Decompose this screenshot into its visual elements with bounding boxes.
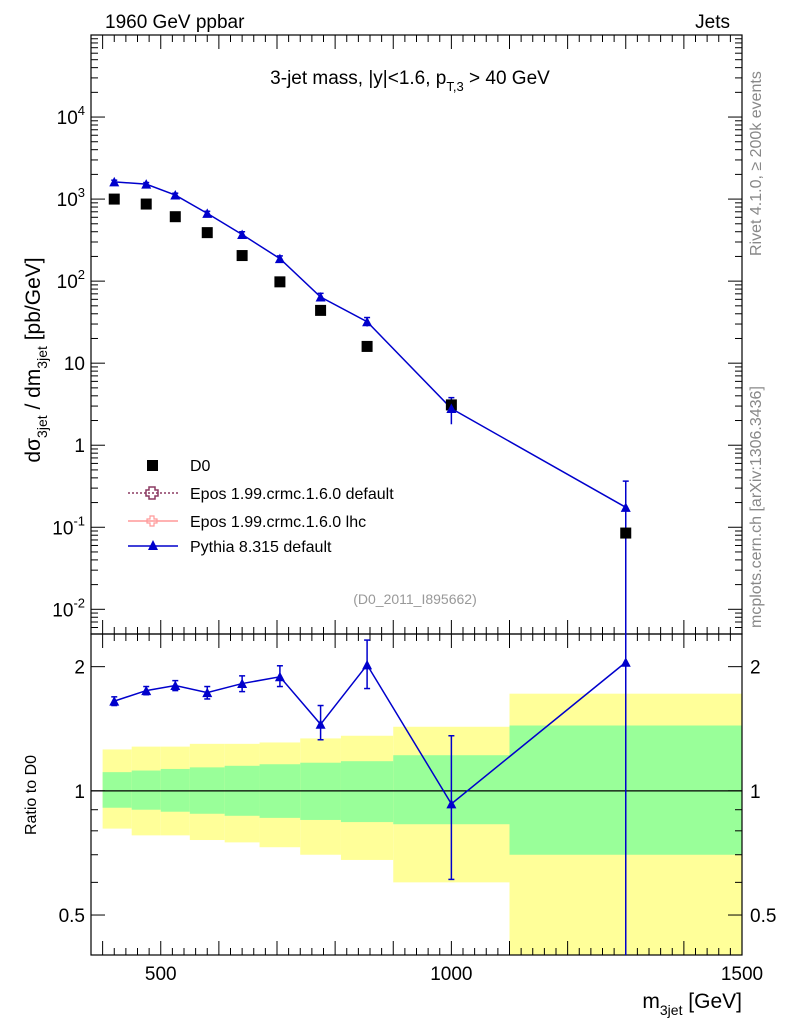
ratio-pythia-line xyxy=(114,661,627,805)
ratio-pythia-point xyxy=(141,685,152,696)
main-y-axis-label: dσ3jet / dm3jet [pb/GeV] xyxy=(22,257,50,462)
xlabel-part-a: m xyxy=(642,990,660,1013)
main-y-tick-label: 10 xyxy=(64,354,85,375)
ylabel-part-a: dσ xyxy=(22,438,45,463)
ylabel-part-d: 3jet xyxy=(34,346,50,369)
main-pythia-point xyxy=(202,208,213,218)
main-pythia-point xyxy=(170,190,181,200)
main-pythia-point xyxy=(620,502,631,512)
main-d0-point xyxy=(620,527,632,539)
main-y-tick-label-base: 10 xyxy=(52,518,73,539)
main-y-tick-label: 102 xyxy=(57,267,85,293)
main-y-tick-label-exp: -1 xyxy=(73,513,85,528)
main-panel-frame xyxy=(90,34,743,635)
main-y-axis-label-text: dσ3jet / dm3jet [pb/GeV] xyxy=(22,257,50,462)
main-d0-point xyxy=(169,211,181,223)
legend-label-epos-default: Epos 1.99.crmc.1.6.0 default xyxy=(190,486,394,503)
ratio-stat-band-1 xyxy=(131,770,161,810)
ylabel-part-e: [pb/GeV] xyxy=(22,257,45,346)
main-d0-point xyxy=(361,340,373,352)
main-title: 3-jet mass, |y|<1.6, pT,3 > 40 GeV xyxy=(270,68,550,94)
main-d0-point xyxy=(274,276,286,288)
main-y-tick-label-exp: 2 xyxy=(78,267,85,282)
main-y-tick-label-exp: -2 xyxy=(73,595,85,610)
ratio-y-tick-label-left: 0.5 xyxy=(59,906,85,927)
main-pythia-point xyxy=(446,403,457,414)
ratio-pythia-point xyxy=(109,696,120,706)
ratio-pythia-point xyxy=(274,671,285,682)
legend-marker-d0 xyxy=(147,460,158,471)
ratio-y-tick-label-right: 1 xyxy=(750,782,761,803)
ratio-y-tick-label-left: 1 xyxy=(74,782,85,803)
x-tick-label-500: 500 xyxy=(145,964,177,985)
x-tick-label-1500: 1500 xyxy=(721,964,763,985)
legend-label-d0: D0 xyxy=(190,458,211,475)
ylabel-part-c: / dm xyxy=(22,369,45,416)
main-y-tick-label-base: 10 xyxy=(57,108,78,129)
main-y-tick-label-base: 10 xyxy=(52,600,73,621)
main-y-tick-label-base: 10 xyxy=(57,272,78,293)
ratio-pythia-point xyxy=(315,719,326,729)
watermark-label: (D0_2011_I895662) xyxy=(353,591,477,607)
ratio-pythia-point xyxy=(446,798,457,809)
main-d0-point xyxy=(201,227,213,239)
main-y-tick-label-exp: 4 xyxy=(78,103,85,118)
main-y-tick-label: 10-2 xyxy=(52,595,85,621)
main-y-tick-label-exp: 3 xyxy=(78,185,85,200)
main-pythia-line xyxy=(114,181,627,508)
main-d0-point xyxy=(140,198,152,210)
legend-marker-epos-default xyxy=(145,486,159,500)
legend: D0 Epos 1.99.crmc.1.6.0 default Epos 1.9… xyxy=(128,458,394,556)
main-d0-point xyxy=(315,304,327,316)
main-y-tick-label-base: 10 xyxy=(57,190,78,211)
main-title-main: 3-jet mass, |y|<1.6, p xyxy=(270,68,446,89)
ratio-stat-band-7 xyxy=(340,761,394,823)
main-pythia-point xyxy=(237,229,248,240)
ratio-y-tick-label-right: 2 xyxy=(750,658,761,679)
xlabel-part-c: [GeV] xyxy=(682,990,742,1013)
ratio-y-axis-label: Ratio to D0 xyxy=(23,755,40,835)
legend-label-epos-lhc: Epos 1.99.crmc.1.6.0 lhc xyxy=(190,514,366,531)
main-d0-point xyxy=(236,250,248,262)
main-pythia-point xyxy=(362,316,373,327)
mcplots-side-label: mcplots.cern.ch [arXiv:1306.3436] xyxy=(748,386,765,628)
x-axis-label: m3jet [GeV] xyxy=(642,990,742,1018)
rivet-side-label: Rivet 4.1.0, ≥ 200k events xyxy=(748,71,765,256)
x-tick-label-1000: 1000 xyxy=(430,964,472,985)
ylabel-part-b: 3jet xyxy=(34,415,50,438)
ratio-y-tick-label-right: 0.5 xyxy=(750,906,776,927)
main-title-tail: > 40 GeV xyxy=(464,68,550,89)
ratio-pythia-point xyxy=(170,680,181,691)
main-title-sub: T,3 xyxy=(446,79,463,94)
legend-label-pythia: Pythia 8.315 default xyxy=(190,539,332,556)
header-right: Jets xyxy=(695,12,730,33)
xlabel-part-b: 3jet xyxy=(660,1002,683,1018)
ratio-pythia-point xyxy=(620,657,631,667)
header-left: 1960 GeV ppbar xyxy=(105,12,245,33)
legend-marker-pythia xyxy=(148,540,158,550)
main-y-tick-label: 1 xyxy=(74,436,85,457)
main-pythia-point xyxy=(315,292,326,302)
main-y-tick-label: 104 xyxy=(57,103,85,129)
main-y-tick-label: 103 xyxy=(57,185,85,211)
ratio-y-tick-label-left: 2 xyxy=(74,658,85,679)
main-pythia-point xyxy=(109,176,120,187)
ratio-pythia-point xyxy=(362,659,373,670)
ratio-pythia-point xyxy=(202,687,213,698)
ratio-pythia-point xyxy=(237,678,248,689)
ratio-stat-band-0 xyxy=(102,772,132,808)
main-pythia-point xyxy=(274,253,285,264)
main-d0-point xyxy=(108,193,120,205)
main-y-tick-label: 10-1 xyxy=(52,513,85,539)
legend-marker-epos-lhc xyxy=(146,515,158,527)
main-pythia-point xyxy=(141,179,152,189)
